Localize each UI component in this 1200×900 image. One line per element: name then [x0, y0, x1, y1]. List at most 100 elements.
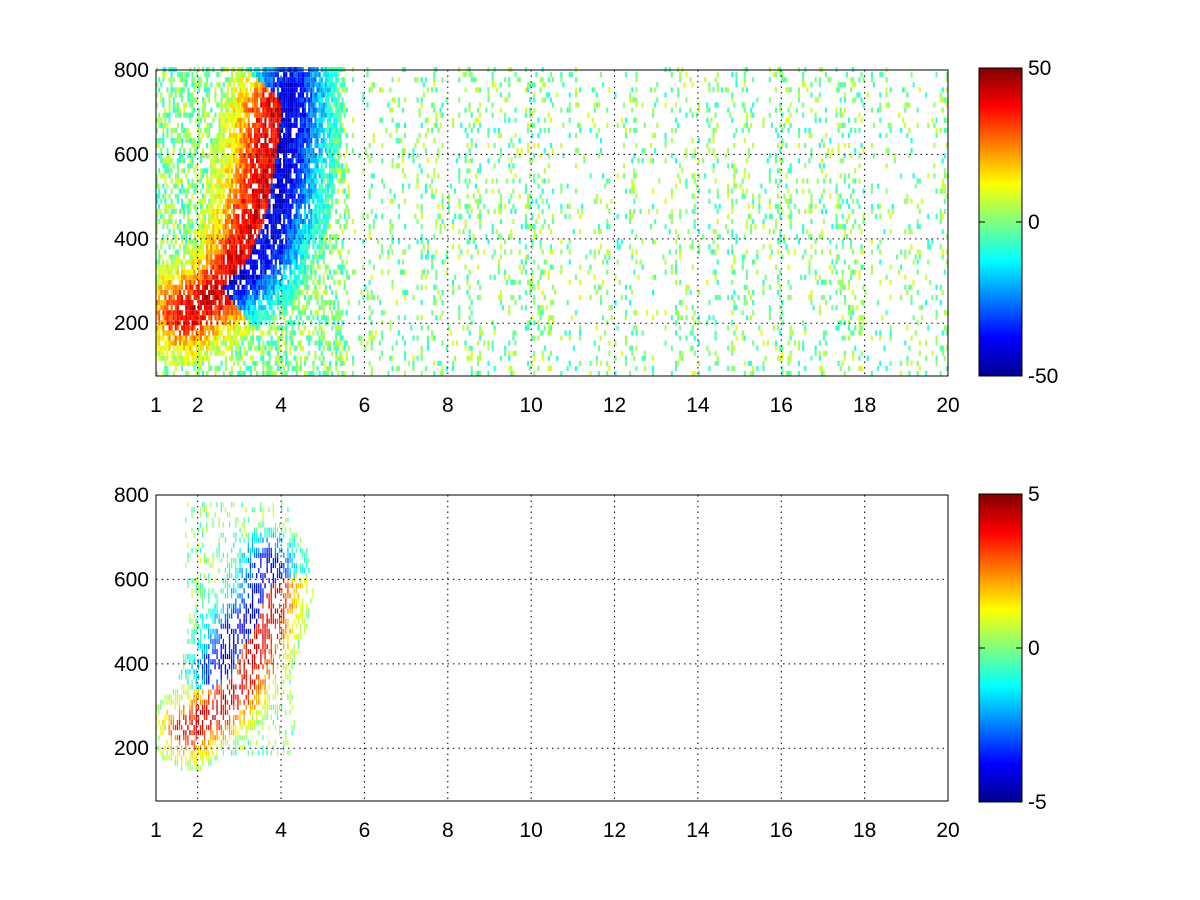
heatmap-cell [458, 254, 461, 260]
heatmap-cell [231, 365, 234, 371]
heatmap-cell [318, 355, 321, 361]
heatmap-cell [566, 203, 569, 209]
heatmap-cell [272, 77, 275, 83]
heatmap-cell [318, 188, 321, 194]
heatmap-cell [312, 92, 315, 98]
heatmap-cell [524, 213, 527, 219]
heatmap-cell [226, 87, 229, 93]
heatmap-cell [164, 198, 167, 204]
heatmap-cell [231, 350, 234, 356]
heatmap-cell [185, 229, 188, 235]
heatmap-cell [258, 107, 261, 113]
heatmap-cell [197, 310, 200, 316]
heatmap-cell [187, 269, 190, 275]
heatmap-cell [264, 239, 267, 245]
heatmap-cell [537, 365, 540, 371]
heatmap-cell [295, 183, 298, 189]
heatmap-cell [283, 295, 286, 301]
heatmap-cell [529, 224, 532, 230]
heatmap-cell [174, 264, 177, 270]
heatmap-cell [331, 274, 334, 280]
heatmap-cell [183, 72, 186, 78]
heatmap-cell [166, 365, 169, 371]
heatmap-cell [272, 320, 275, 326]
heatmap-cell [266, 173, 269, 179]
heatmap-cell [337, 163, 340, 169]
heatmap-cell [416, 173, 419, 179]
heatmap-cell [306, 370, 309, 376]
heatmap-cell [391, 234, 394, 240]
heatmap-cell [299, 168, 302, 174]
heatmap-cell [187, 320, 190, 326]
heatmap-cell [445, 97, 448, 103]
heatmap-cell [224, 229, 227, 235]
heatmap-cell [231, 305, 234, 311]
heatmap-cell [376, 239, 379, 245]
heatmap-cell [320, 117, 323, 123]
heatmap-cell [258, 340, 261, 346]
heatmap-cell [193, 244, 196, 250]
heatmap-cell [214, 249, 217, 255]
heatmap-cell [266, 178, 269, 184]
heatmap-cell [214, 345, 217, 351]
heatmap-cell [304, 132, 307, 138]
heatmap-cell [316, 254, 319, 260]
heatmap-cell [499, 148, 502, 154]
heatmap-cell [201, 153, 204, 159]
heatmap-cell [295, 254, 298, 260]
heatmap-cell [193, 239, 196, 245]
heatmap-cell [203, 153, 206, 159]
heatmap-cell [283, 143, 286, 149]
heatmap-cell [181, 138, 184, 144]
heatmap-cell [312, 178, 315, 184]
heatmap-cell [166, 224, 169, 230]
heatmap-cell [541, 249, 544, 255]
heatmap-cell [237, 315, 240, 321]
heatmap-cell [329, 340, 332, 346]
heatmap-cell [577, 148, 580, 154]
heatmap-cell [279, 97, 282, 103]
heatmap-cell [220, 188, 223, 194]
heatmap-cell [268, 112, 271, 118]
heatmap-cell [183, 269, 186, 275]
heatmap-cell [199, 254, 202, 260]
heatmap-cell [256, 97, 259, 103]
heatmap-cell [226, 229, 229, 235]
heatmap-cell [166, 310, 169, 316]
heatmap-cell [189, 279, 192, 285]
heatmap-cell [156, 300, 159, 306]
heatmap-cell [197, 229, 200, 235]
heatmap-cell [404, 173, 407, 179]
heatmap-cell [201, 112, 204, 118]
heatmap-cell [320, 92, 323, 98]
heatmap-cell [424, 365, 427, 371]
heatmap-cell [231, 163, 234, 169]
heatmap-cell [249, 365, 252, 371]
heatmap-cell [203, 224, 206, 230]
heatmap-cell [226, 239, 229, 245]
heatmap-cell [347, 193, 350, 199]
heatmap-cell [335, 219, 338, 225]
heatmap-cell [341, 168, 344, 174]
heatmap-cell [335, 315, 338, 321]
heatmap-cell [506, 97, 509, 103]
heatmap-cell [279, 219, 282, 225]
heatmap-cell [162, 143, 165, 149]
heatmap-cell [533, 300, 536, 306]
heatmap-cell [310, 178, 313, 184]
heatmap-cell [237, 360, 240, 366]
heatmap-cell [312, 289, 315, 295]
heatmap-cell [258, 72, 261, 78]
heatmap-cell [241, 340, 244, 346]
heatmap-cell [197, 269, 200, 275]
heatmap-cell [237, 163, 240, 169]
heatmap-cell [174, 315, 177, 321]
heatmap-cell [441, 365, 444, 371]
heatmap-cell [318, 284, 321, 290]
heatmap-cell [470, 254, 473, 260]
heatmap-cell [199, 224, 202, 230]
heatmap-cell [604, 330, 607, 336]
heatmap-cell [470, 143, 473, 149]
heatmap-cell [310, 370, 313, 376]
